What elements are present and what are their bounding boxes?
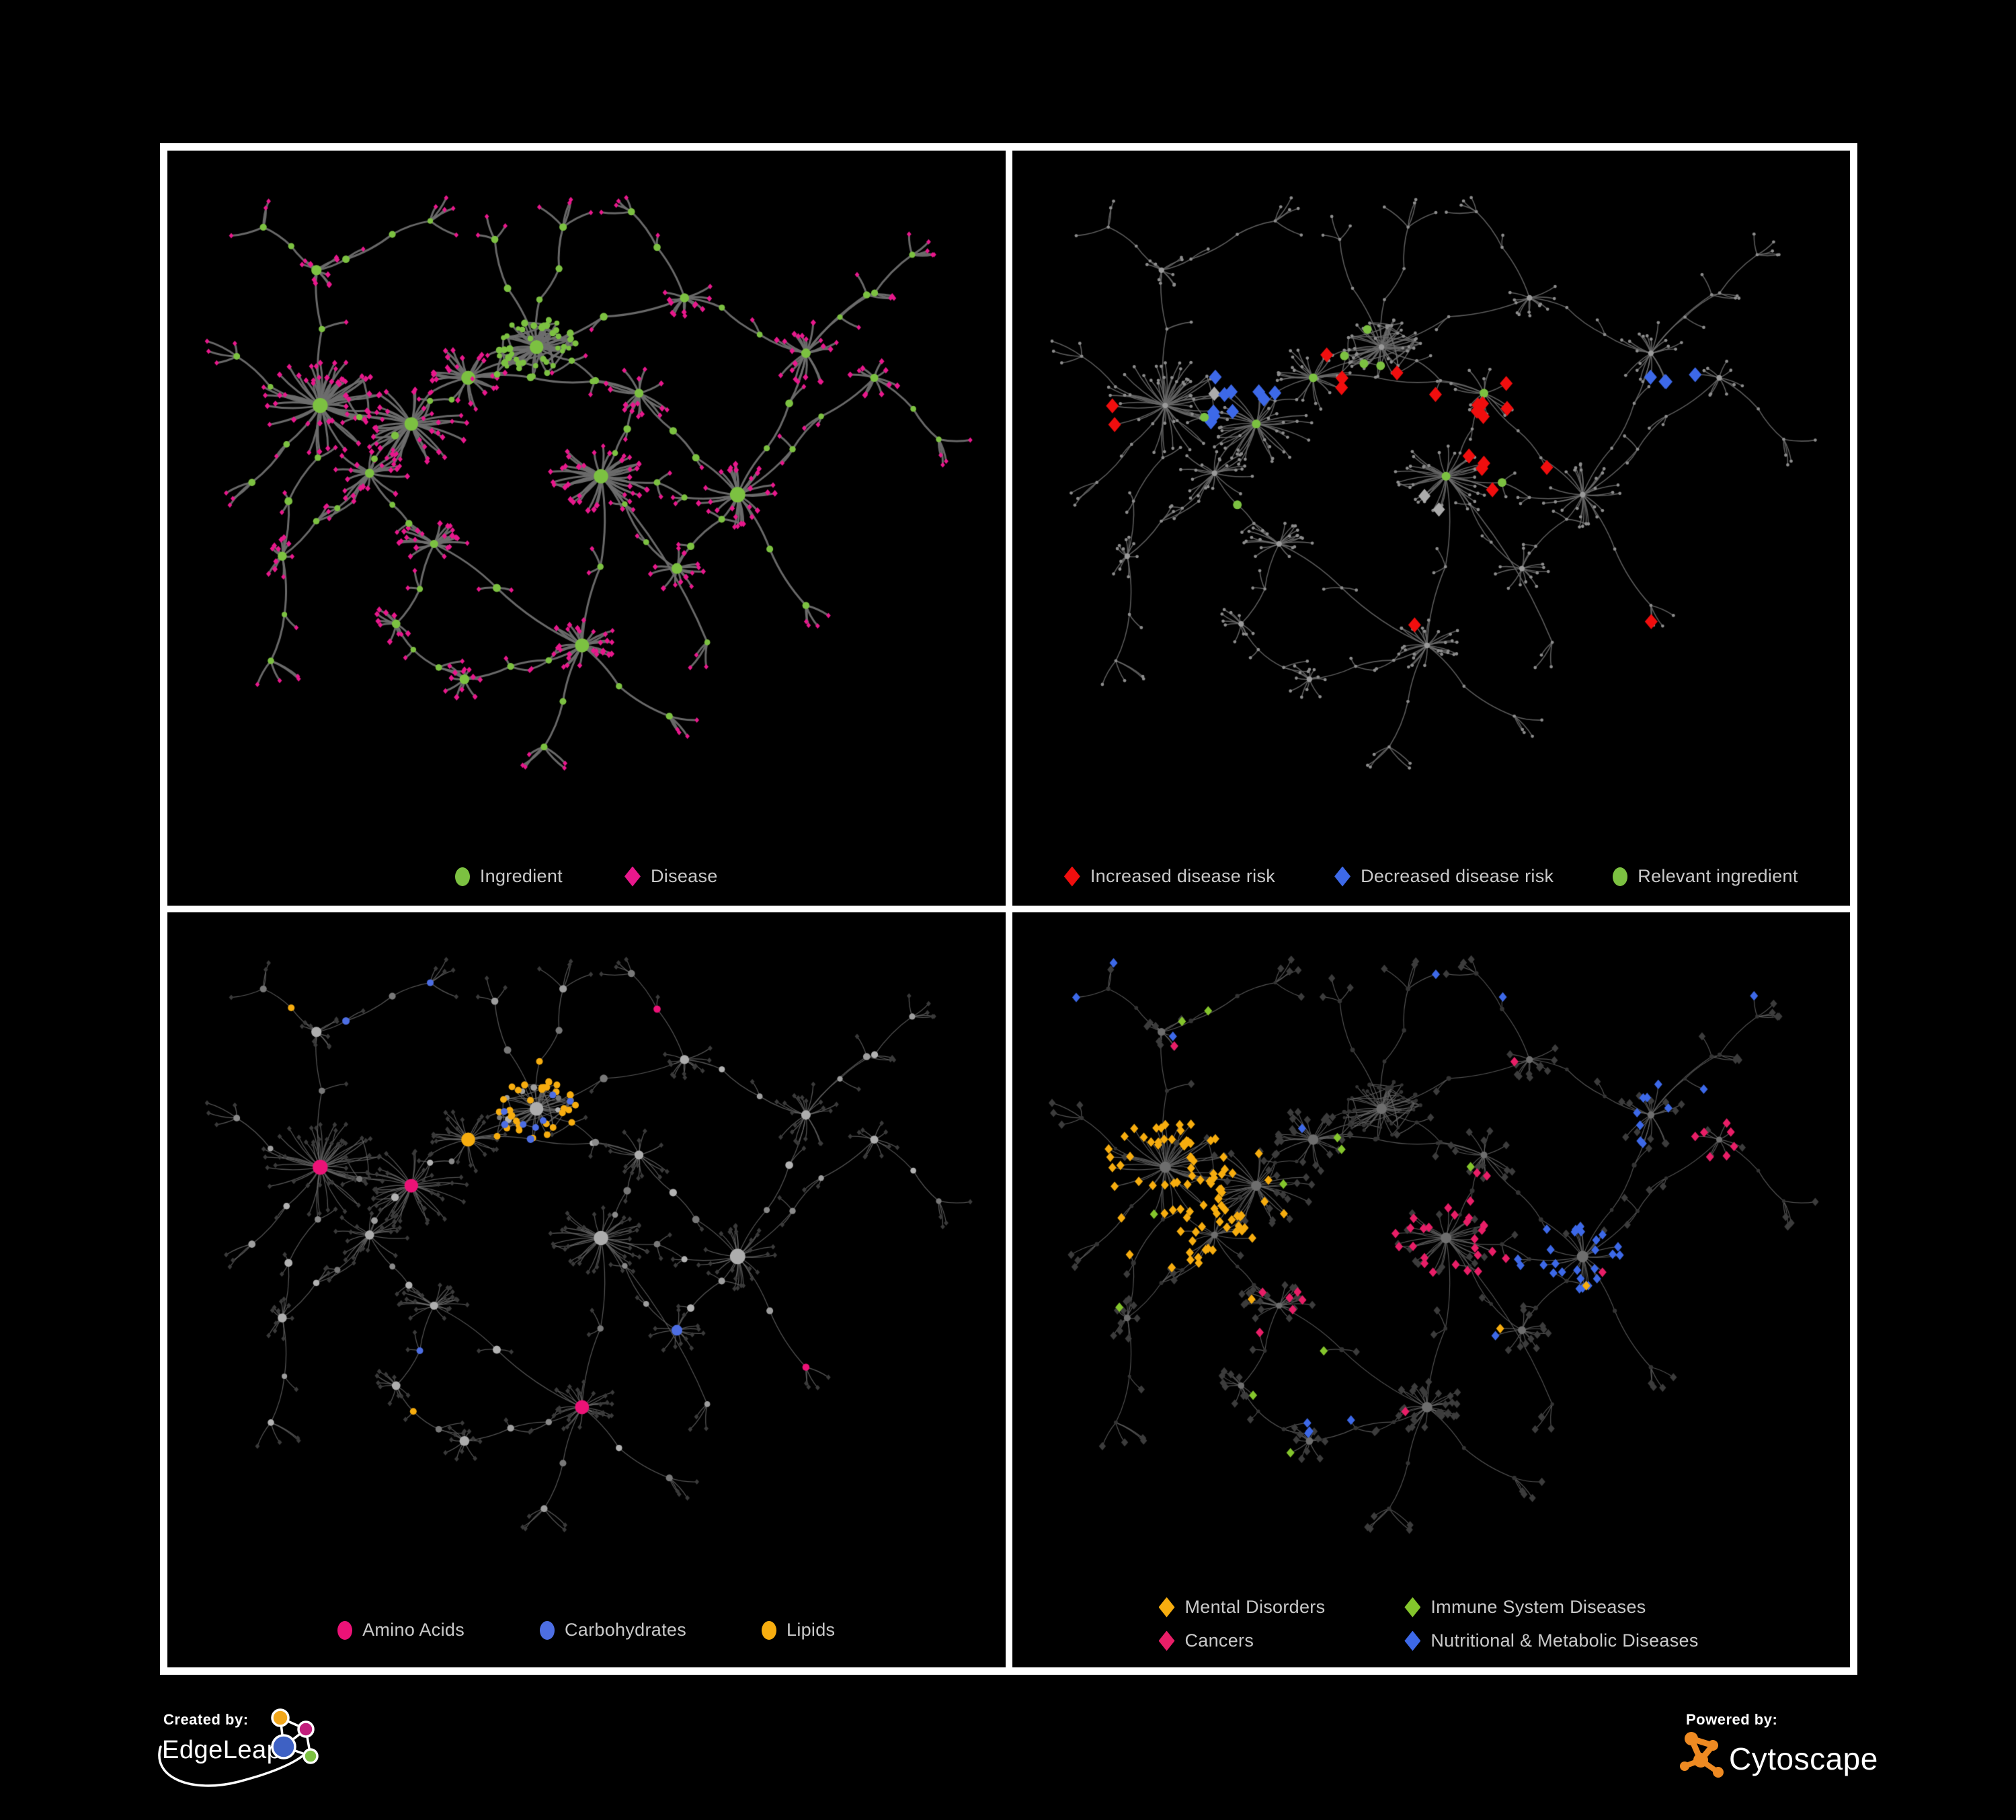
diamond-swatch-icon (1158, 1630, 1175, 1651)
legend-ingredient-class: Amino Acids Carbohydrates Lipids (167, 1620, 1006, 1640)
legend-label: Carbohydrates (565, 1620, 686, 1640)
legend-item-nutritional-metabolic-diseases: Nutritional & Metabolic Diseases (1404, 1630, 1698, 1651)
diamond-swatch-icon (1404, 1597, 1421, 1618)
panel-disease-risk: Increased disease risk Decreased disease … (1012, 151, 1851, 906)
legend-label: Increased disease risk (1090, 866, 1276, 886)
legend-label: Nutritional & Metabolic Diseases (1430, 1630, 1699, 1651)
diamond-swatch-icon (1063, 866, 1080, 887)
legend-label: Cancers (1184, 1630, 1254, 1651)
legend-label: Ingredient (479, 866, 563, 886)
cytoscape-logo: Powered by: Cytoscape (1680, 1711, 1878, 1778)
legend-label: Immune System Diseases (1430, 1597, 1646, 1617)
edgeleap-network-icon (158, 1708, 319, 1787)
edgeleap-logo: Created by: EdgeLeap (158, 1708, 319, 1787)
legend-ingredient-disease: Ingredient Disease (167, 866, 1006, 887)
created-by-label: Created by: (163, 1711, 249, 1728)
legend-item-mental-disorders: Mental Disorders (1158, 1597, 1326, 1618)
legend-label: Decreased disease risk (1361, 866, 1554, 886)
diamond-swatch-icon (1404, 1630, 1421, 1651)
legend-label: Relevant ingredient (1638, 866, 1798, 886)
edgeleap-wordmark: EdgeLeap (162, 1736, 281, 1764)
legend-item-lipids: Lipids (762, 1620, 835, 1640)
legend-item-cancers: Cancers (1158, 1630, 1326, 1651)
network-canvas-ingredient-disease (167, 151, 1006, 906)
diamond-swatch-icon (624, 866, 641, 887)
legend-item-ingredient: Ingredient (454, 866, 563, 887)
legend-item-decreased-disease-risk: Decreased disease risk (1334, 866, 1554, 887)
network-canvas-disease-risk (1012, 151, 1850, 906)
powered-by-label: Powered by: (1686, 1711, 1777, 1728)
legend-item-increased-disease-risk: Increased disease risk (1063, 866, 1276, 887)
diamond-swatch-icon (1334, 866, 1351, 887)
panel-ingredient-disease: Ingredient Disease (167, 151, 1006, 906)
legend-label: Disease (650, 866, 718, 886)
panel-ingredient-class: Amino Acids Carbohydrates Lipids (167, 912, 1006, 1667)
legend-label: Lipids (787, 1620, 836, 1640)
network-canvas-disease-class (1012, 912, 1850, 1667)
cytoscape-network-icon (1680, 1732, 1724, 1778)
network-canvas-ingredient-class (167, 912, 1006, 1667)
figure-frame: Ingredient Disease Increased disease risk… (160, 143, 1857, 1675)
legend-label: Amino Acids (362, 1620, 465, 1640)
legend-item-carbohydrates: Carbohydrates (540, 1620, 686, 1640)
circle-swatch-icon (540, 1620, 555, 1640)
legend-item-relevant-ingredient: Relevant ingredient (1613, 866, 1798, 887)
diamond-swatch-icon (1158, 1597, 1175, 1618)
legend-item-disease: Disease (624, 866, 718, 887)
legend-disease-class: Mental Disorders Immune System Diseases Ca… (1012, 1597, 1851, 1651)
legend-item-amino-acids: Amino Acids (337, 1620, 465, 1640)
cytoscape-wordmark: Cytoscape (1729, 1741, 1878, 1776)
legend-item-immune-system-diseases: Immune System Diseases (1404, 1597, 1698, 1618)
legend-label: Mental Disorders (1184, 1597, 1326, 1617)
circle-swatch-icon (454, 867, 470, 886)
circle-swatch-icon (337, 1620, 353, 1640)
circle-swatch-icon (1613, 867, 1628, 886)
legend-disease-risk: Increased disease risk Decreased disease … (1012, 866, 1851, 887)
circle-swatch-icon (762, 1620, 776, 1640)
panel-disease-class: Mental Disorders Immune System Diseases Ca… (1012, 912, 1851, 1667)
